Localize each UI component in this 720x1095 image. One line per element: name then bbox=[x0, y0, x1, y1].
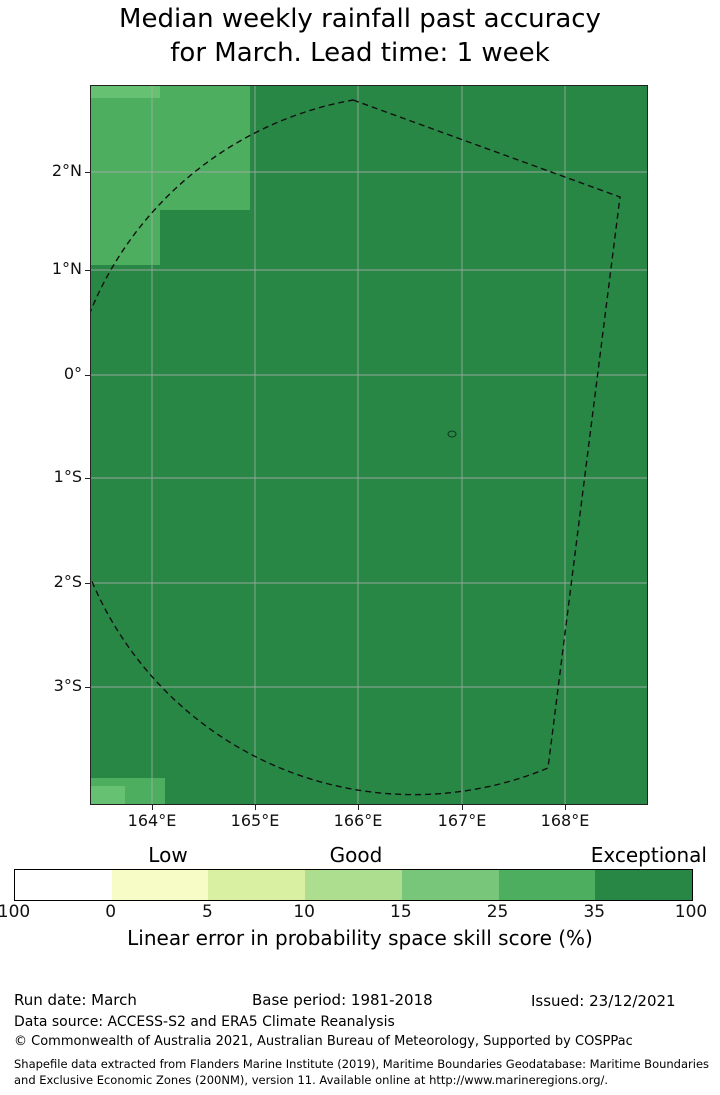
chart-title-line1: Median weekly rainfall past accuracy bbox=[119, 4, 601, 34]
colorbar-ticks: 100 0 5 10 15 25 35 100 bbox=[0, 902, 707, 922]
colorbar-segment bbox=[595, 870, 693, 900]
x-tick-label: 165°E bbox=[230, 811, 280, 830]
colorbar-segment bbox=[208, 870, 306, 900]
colorbar-tick-label: 0 bbox=[105, 902, 117, 922]
colorbar-label-low: Low bbox=[148, 843, 188, 867]
colorbar-label-good: Good bbox=[329, 843, 383, 867]
colorbar-tick-label: 5 bbox=[202, 902, 213, 922]
map-patch-top-light bbox=[90, 85, 160, 98]
colorbar-segment bbox=[498, 870, 596, 900]
y-tick-label: 1°N bbox=[51, 259, 82, 278]
y-tick-mark bbox=[85, 478, 90, 479]
island-outline bbox=[447, 430, 457, 438]
run-date: Run date: March bbox=[14, 991, 137, 1009]
colorbar-tick-label: 15 bbox=[390, 902, 412, 922]
colorbar-tick-label: 100 bbox=[0, 902, 31, 922]
colorbar-tick-label: 35 bbox=[583, 902, 606, 922]
y-tick-label: 3°S bbox=[53, 676, 82, 695]
y-tick-mark bbox=[85, 172, 90, 173]
colorbar-segment bbox=[305, 870, 402, 900]
y-tick-mark bbox=[85, 270, 90, 271]
map-plot bbox=[90, 85, 648, 805]
x-tick-label: 168°E bbox=[540, 811, 590, 830]
x-tick-mark bbox=[152, 805, 153, 810]
colorbar-label-exceptional: Exceptional bbox=[590, 843, 707, 867]
colorbar bbox=[14, 869, 693, 901]
y-tick-mark bbox=[85, 583, 90, 584]
shapefile-attribution: Shapefile data extracted from Flanders M… bbox=[14, 1057, 710, 1087]
colorbar-caption: Linear error in probability space skill … bbox=[127, 926, 593, 950]
colorbar-segment bbox=[15, 870, 112, 900]
y-tick-label: 0° bbox=[63, 364, 82, 383]
map-patch-northwest bbox=[90, 85, 160, 265]
x-tick-mark bbox=[255, 805, 256, 810]
data-source: Data source: ACCESS-S2 and ERA5 Climate … bbox=[14, 1014, 395, 1030]
x-tick-mark bbox=[358, 805, 359, 810]
x-tick-mark bbox=[565, 805, 566, 810]
base-period: Base period: 1981-2018 bbox=[252, 991, 433, 1009]
plot-border bbox=[90, 85, 648, 805]
eez-boundary-outline bbox=[90, 99, 621, 796]
copyright-line: © Commonwealth of Australia 2021, Austra… bbox=[14, 1034, 633, 1049]
x-tick-mark bbox=[462, 805, 463, 810]
map-patch-southwest-light bbox=[90, 786, 125, 805]
y-tick-label: 2°N bbox=[51, 161, 82, 180]
x-tick-label: 166°E bbox=[333, 811, 383, 830]
x-tick-label: 164°E bbox=[127, 811, 177, 830]
y-tick-label: 1°S bbox=[53, 467, 82, 486]
chart-title-line2: for March. Lead time: 1 week bbox=[170, 38, 550, 68]
y-tick-label: 2°S bbox=[53, 572, 82, 591]
colorbar-tick-label: 100 bbox=[674, 902, 708, 922]
colorbar-tick-label: 25 bbox=[486, 902, 509, 922]
issued-date: Issued: 23/12/2021 bbox=[531, 992, 676, 1010]
y-tick-mark bbox=[85, 687, 90, 688]
x-tick-label: 167°E bbox=[437, 811, 487, 830]
grid-lines bbox=[90, 85, 648, 805]
y-tick-mark bbox=[85, 375, 90, 376]
colorbar-segment bbox=[111, 870, 209, 900]
colorbar-tick-label: 10 bbox=[293, 902, 315, 922]
colorbar-segment bbox=[401, 870, 499, 900]
